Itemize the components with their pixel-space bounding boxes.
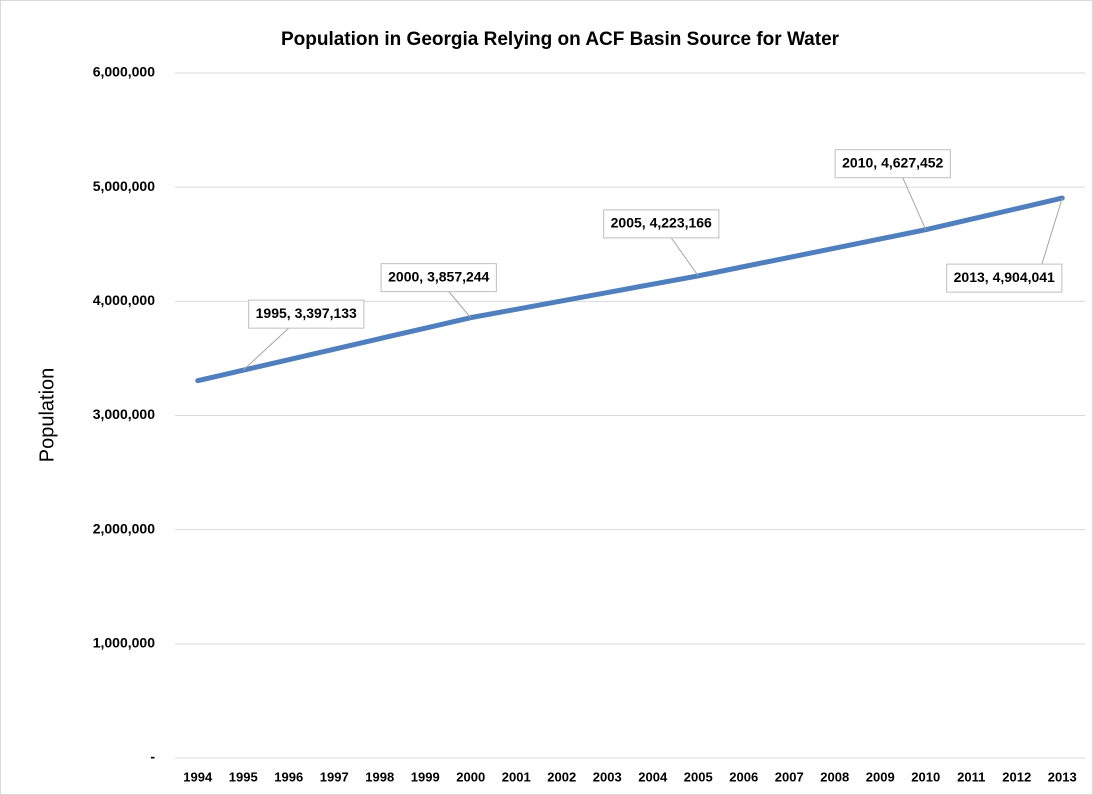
leader-line	[670, 237, 699, 277]
x-tick-label: 1995	[229, 769, 258, 784]
x-tick-label: 1996	[274, 769, 303, 784]
x-tick-label: 2012	[1002, 769, 1031, 784]
x-tick-label: 2009	[866, 769, 895, 784]
y-tick-label: -	[150, 749, 155, 765]
series-line	[195, 195, 1065, 384]
y-tick-label: 2,000,000	[93, 520, 155, 536]
x-tick-label: 2003	[593, 769, 622, 784]
x-tick-label: 2006	[729, 769, 758, 784]
y-axis-title: Population	[36, 368, 58, 463]
x-tick-label: 2005	[684, 769, 713, 784]
y-tick-label: 4,000,000	[93, 292, 155, 308]
data-label: 2000, 3,857,244	[388, 268, 489, 284]
data-label-box	[248, 299, 365, 329]
y-tick-label: 5,000,000	[93, 178, 155, 194]
x-tick-label: 2000	[456, 769, 485, 784]
data-label-box	[603, 209, 720, 239]
x-tick-label: 2013	[1048, 769, 1077, 784]
data-label-box	[946, 263, 1063, 293]
x-tick-label: 2011	[957, 769, 985, 784]
x-tick-label: 2004	[638, 769, 668, 784]
leader-line	[448, 291, 472, 318]
data-label-box	[834, 149, 951, 179]
data-label: 2005, 4,223,166	[611, 215, 712, 231]
data-label: 2010, 4,627,452	[842, 154, 943, 170]
x-tick-label: 1999	[411, 769, 440, 784]
y-tick-label: 6,000,000	[93, 64, 155, 80]
chart-title: Population in Georgia Relying on ACF Bas…	[281, 29, 840, 50]
leader-line	[902, 177, 927, 230]
data-label-box	[380, 263, 497, 293]
x-tick-label: 2002	[547, 769, 576, 784]
x-tick-label: 1998	[365, 769, 394, 784]
x-tick-label: 2008	[820, 769, 849, 784]
leader-line	[242, 327, 289, 371]
data-label: 2013, 4,904,041	[954, 269, 1055, 285]
leader-line	[1041, 197, 1063, 265]
y-tick-label: 3,000,000	[93, 406, 155, 422]
x-tick-label: 1994	[183, 769, 213, 784]
x-tick-label: 1997	[320, 769, 349, 784]
x-tick-label: 2007	[775, 769, 804, 784]
data-label: 1995, 3,397,133	[256, 305, 357, 321]
x-tick-label: 2010	[911, 769, 940, 784]
y-tick-label: 1,000,000	[93, 635, 155, 651]
x-tick-label: 2001	[502, 769, 531, 784]
